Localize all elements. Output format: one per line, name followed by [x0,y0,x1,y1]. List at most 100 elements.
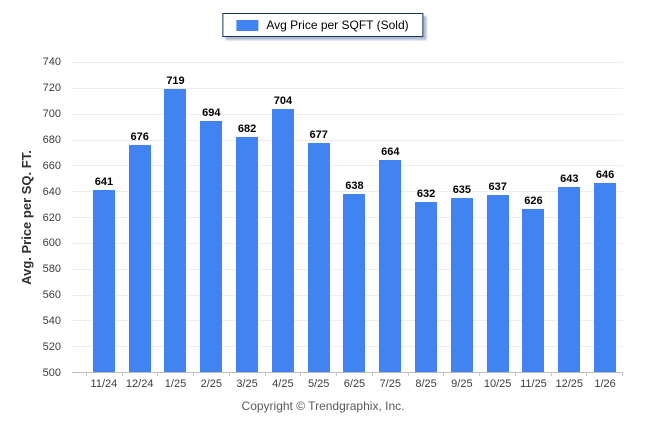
y-tick-label: 580 [42,263,61,276]
bar-value-label: 694 [202,107,221,120]
legend-label: Avg Price per SQFT (Sold) [266,18,409,32]
y-tick-label: 620 [42,211,61,224]
bar-slot: 626 [516,62,552,372]
x-tick-mark [371,372,408,376]
x-tick-label: 8/25 [415,378,437,390]
bar [522,209,545,372]
bar-value-label: 638 [345,179,364,192]
bar-slot: 719 [158,62,194,372]
x-tick-mark [479,372,515,376]
bar [594,183,617,372]
y-tick-label: 520 [42,341,61,354]
x-tick-mark [264,372,301,376]
x-tick-mark [443,372,479,376]
gridline [72,62,623,63]
bar [307,143,330,372]
y-tick-label: 540 [42,315,61,328]
bars-row: 641 676 719 694 682 704 677 638 664 632 635 637 626 6… [86,62,623,372]
legend: Avg Price per SQFT (Sold) [222,13,424,37]
y-tick-label: 560 [42,289,61,302]
y-tick-label: 660 [42,159,61,172]
legend-swatch-icon [236,19,259,31]
bar [486,195,509,372]
gridline [72,87,623,89]
copyright-text: Copyright © Trendgraphix, Inc. [241,399,405,413]
bar-value-label: 677 [309,129,328,142]
y-tick-label: 600 [42,237,61,250]
bar-value-label: 646 [595,169,615,182]
x-tick-mark [121,372,158,376]
x-tick-mark [336,372,372,376]
x-tick-mark [550,372,587,376]
x-tick-label: 1/26 [594,378,616,390]
bar [343,193,366,372]
bar-slot: 694 [193,62,229,372]
bar-value-label: 641 [94,175,114,188]
bar-slot: 643 [551,62,587,372]
bar-slot: 638 [337,62,373,372]
bar [128,144,151,372]
bar-slot: 635 [444,62,480,372]
bar-value-label: 626 [524,195,543,208]
bar-value-label: 704 [273,94,293,107]
y-tick-label: 500 [42,367,61,379]
bar-value-label: 682 [237,122,257,135]
bar [450,197,473,372]
y-tick-label: 740 [42,56,61,68]
bar-slot: 677 [301,62,337,372]
x-tick-label: 4/25 [272,378,294,390]
x-tick-label: 7/25 [379,378,401,390]
x-tick-mark [300,372,336,376]
gridline [72,113,623,115]
x-tick-mark [193,372,229,376]
x-tick-label: 11/25 [520,378,547,390]
bar-value-label: 635 [452,183,472,196]
bar-slot: 704 [265,62,301,372]
x-tick-label: 9/25 [451,378,473,390]
bar [164,89,187,372]
x-tick-mark [407,372,444,376]
bar [271,108,294,372]
bar-slot: 676 [122,62,158,372]
y-tick-label: 700 [42,107,61,120]
bar-value-label: 643 [560,173,579,186]
bar-value-label: 664 [381,146,400,159]
x-axis-ticks [86,372,623,376]
bar [558,187,581,372]
x-tick-label: 12/25 [555,378,584,390]
bar [415,201,438,372]
bar [236,136,259,372]
x-tick-mark [86,372,122,376]
x-tick-label: 11/24 [90,378,118,390]
x-tick-label: 10/25 [483,378,512,390]
x-tick-label: 6/25 [343,378,366,390]
bar-slot: 646 [587,62,623,372]
x-tick-label: 5/25 [307,378,330,390]
bar-value-label: 676 [130,130,149,143]
x-tick-mark [228,372,265,376]
x-axis-labels: 11/24 12/24 1/25 2/25 3/25 4/25 5/25 6/25 7/25 8/… [86,378,623,390]
bar-value-label: 719 [166,75,185,88]
x-tick-label: 1/25 [164,378,187,390]
x-tick-label: 2/25 [200,378,222,390]
bar [92,189,115,372]
y-tick-label: 720 [42,81,61,94]
bar-value-label: 637 [488,181,507,194]
bar-slot: 641 [86,62,122,372]
x-tick-mark [514,372,551,376]
gridline [72,191,623,193]
x-tick-label: 12/24 [125,378,154,390]
bar [200,121,223,372]
y-axis-labels: 500 520 540 560 580 600 620 640 660 680 700 720 740 [0,56,66,379]
x-tick-mark [157,372,193,376]
bar-slot: 682 [229,62,265,372]
y-tick-label: 640 [42,185,61,198]
bar [379,160,402,372]
x-tick-mark [586,372,622,376]
bar-slot: 664 [372,62,408,372]
bar-slot: 637 [480,62,516,372]
bar-slot: 632 [408,62,444,372]
bar-value-label: 632 [416,187,436,200]
gridline [72,165,623,167]
y-tick-label: 680 [42,133,61,146]
